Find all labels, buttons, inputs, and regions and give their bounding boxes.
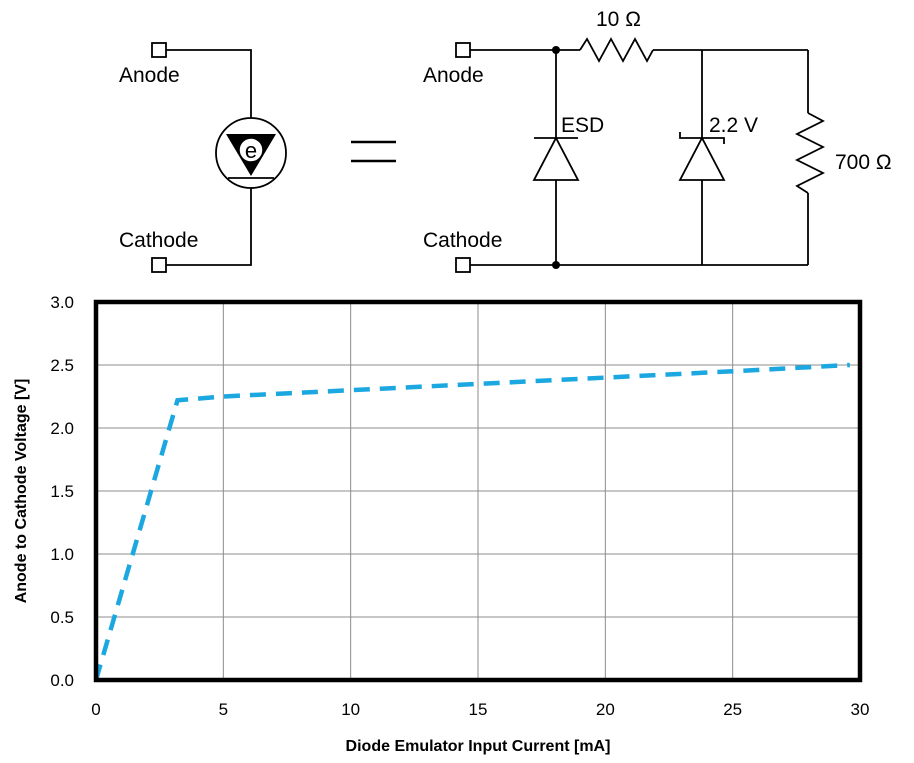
right-anode-terminal [455, 42, 471, 58]
series-resistor-icon [579, 37, 654, 63]
y-tick-label: 2.0 [50, 419, 74, 438]
emulator-letter-circle [238, 137, 264, 163]
left-cathode-wire [166, 188, 252, 266]
series-resistor-label: 10 Ω [596, 8, 641, 31]
y-tick-label: 0.5 [50, 608, 74, 627]
x-tick-label: 10 [341, 700, 360, 719]
zener-diode-icon [678, 136, 726, 181]
series-line [93, 362, 850, 681]
chart-grid [95, 301, 861, 681]
esd-diode-icon [532, 136, 580, 181]
y-tick-label: 0.0 [50, 671, 74, 690]
left-cathode-terminal [151, 257, 167, 273]
shunt-resistor-label: 700 Ω [835, 151, 892, 174]
plot-frame [93, 299, 863, 683]
x-tick-label: 20 [596, 700, 615, 719]
x-tick-label: 0 [91, 700, 100, 719]
x-tick-label: 25 [723, 700, 742, 719]
equals-sign [351, 140, 396, 163]
emulator-symbol-letter: e [245, 138, 257, 163]
tick-labels: 0 5 10 15 20 25 30 0.0 0.5 1.0 1.5 2.0 2.5 3.0 [50, 293, 869, 719]
x-tick-label: 15 [469, 700, 488, 719]
left-anode-wire [166, 49, 252, 118]
y-tick-label: 3.0 [50, 293, 74, 312]
left-anode-label: Anode [119, 64, 180, 87]
y-tick-label: 1.0 [50, 545, 74, 564]
right-cathode-terminal [455, 257, 471, 273]
x-tick-label: 30 [851, 700, 870, 719]
x-tick-label: 5 [219, 700, 228, 719]
left-anode-terminal [151, 42, 167, 58]
right-cathode-label: Cathode [423, 229, 502, 252]
shunt-resistor-icon [794, 112, 826, 194]
y-axis-title: Anode to Cathode Voltage [V] [13, 379, 30, 604]
x-axis-title: Diode Emulator Input Current [mA] [346, 738, 611, 755]
chart-series-layer [93, 362, 850, 681]
zener-label: 2.2 V [709, 114, 758, 137]
right-anode-label: Anode [423, 64, 484, 87]
chart: 0 5 10 15 20 25 30 0.0 0.5 1.0 1.5 2.0 2.5 3.0 Diode … [13, 293, 869, 755]
left-cathode-label: Cathode [119, 229, 198, 252]
equivalent-circuit: Anode Cathode 10 Ω ESD 2.2 V 700 Ω [423, 8, 892, 273]
esd-label: ESD [561, 114, 604, 137]
y-tick-label: 1.5 [50, 482, 74, 501]
emulator-symbol-group: e Anode Cathode [119, 42, 287, 273]
y-tick-label: 2.5 [50, 356, 74, 375]
